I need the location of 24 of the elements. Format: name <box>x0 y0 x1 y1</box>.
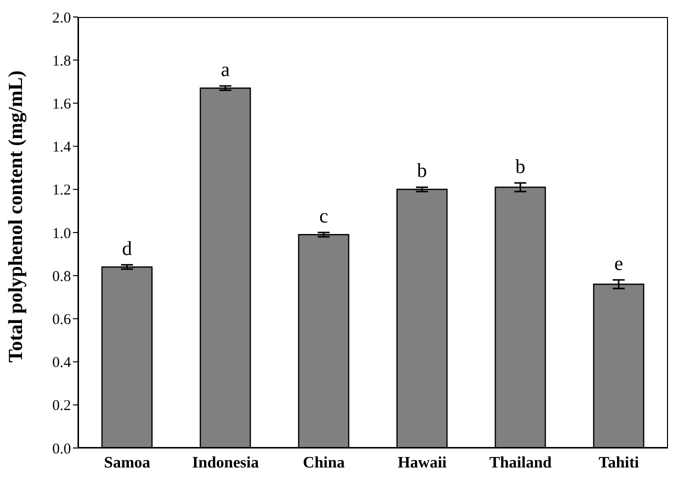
x-tick-label: Indonesia <box>192 454 259 472</box>
data-label: d <box>122 238 132 260</box>
y-tick-label: 0.4 <box>52 355 72 372</box>
data-label: e <box>614 252 624 275</box>
y-tick-label: 0.6 <box>52 312 72 328</box>
data-label: b <box>515 156 526 178</box>
y-tick-label: 1.6 <box>52 96 72 113</box>
y-tick-label: 0.8 <box>52 268 71 285</box>
x-tick-label: Tahiti <box>598 454 640 472</box>
y-tick-label: 1.8 <box>52 53 71 70</box>
y-tick-label: 0.2 <box>52 398 71 414</box>
y-tick-label: 2.0 <box>52 10 71 26</box>
y-axis-title: Total polyphenol content (mg/mL) <box>5 70 28 362</box>
x-tick-label: China <box>302 454 345 472</box>
y-tick-label: 1.2 <box>52 182 71 199</box>
x-tick-label: Hawaii <box>398 454 448 472</box>
x-tick-label: Samoa <box>104 454 150 472</box>
y-tick-label: 1.0 <box>52 226 71 242</box>
data-label: b <box>417 160 427 182</box>
data-label: c <box>319 206 328 228</box>
y-tick-label: 0.0 <box>52 441 71 458</box>
x-tick-label: Thailand <box>489 454 552 472</box>
data-label: a <box>220 58 230 81</box>
y-tick-label: 1.4 <box>52 140 72 156</box>
